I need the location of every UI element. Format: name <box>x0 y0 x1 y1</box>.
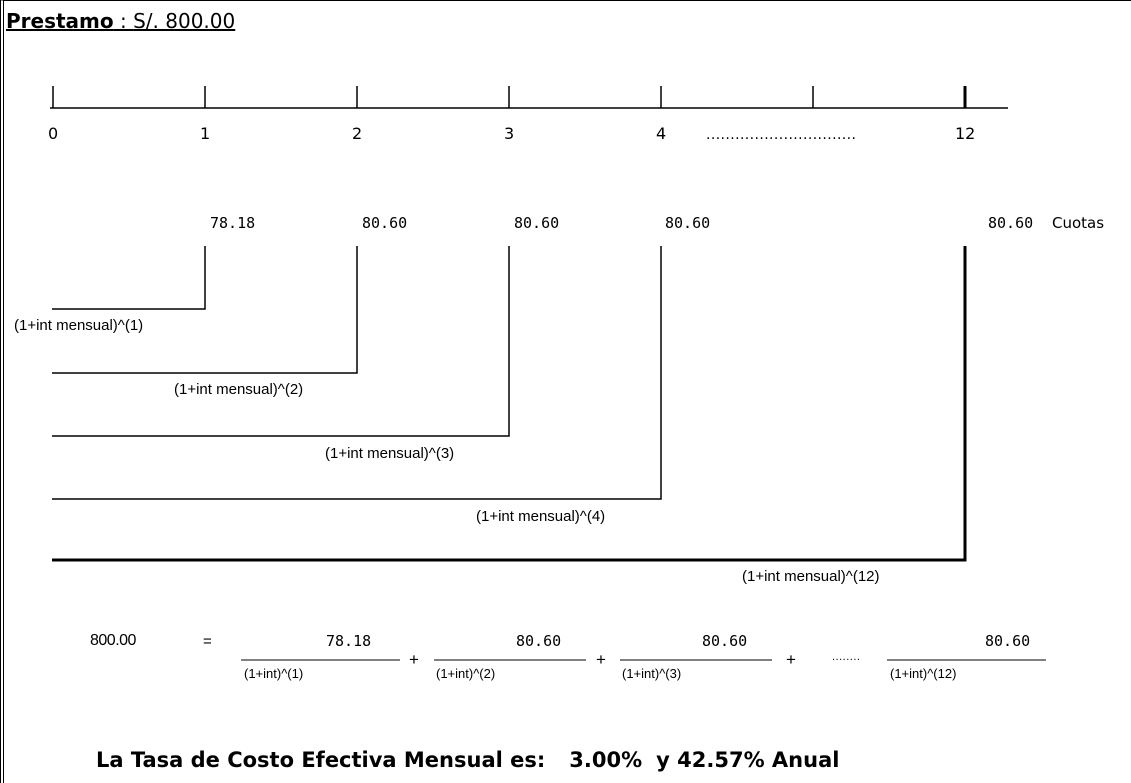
discount-label-1: (1+int mensual)^(1) <box>14 317 144 334</box>
discount-bracket-12 <box>52 246 967 562</box>
discount-bracket-2 <box>52 246 358 374</box>
term-3-numerator: 80.60 <box>702 632 748 650</box>
cuotas-label: Cuotas <box>1052 214 1105 232</box>
period-label-3: 3 <box>504 124 515 143</box>
period-label-2: 2 <box>352 124 363 143</box>
period-label-0: 0 <box>48 124 59 143</box>
conclusion-line: La Tasa de Costo Efectiva Mensual es: 3.0… <box>96 750 839 771</box>
term-2-denominator: (1+int)^(2) <box>436 666 496 681</box>
equation-lhs: 800.00 <box>90 632 136 649</box>
equation-equals: = <box>203 633 212 650</box>
discount-bracket-4 <box>52 246 662 500</box>
period-label-4: 4 <box>656 124 667 143</box>
discount-bracket-3 <box>52 246 510 437</box>
term-12-denominator: (1+int)^(12) <box>890 666 957 681</box>
annual-rate: y 42.57% Anual <box>656 748 840 772</box>
conclusion-label: La Tasa de Costo Efectiva Mensual es: <box>96 748 546 772</box>
discount-bracket-1 <box>52 246 206 310</box>
term-3-denominator: (1+int)^(3) <box>622 666 682 681</box>
plus-sign-1: + <box>409 650 419 669</box>
cuota-value-12: 80.60 <box>988 214 1034 232</box>
loan-title-separator: : <box>113 9 134 33</box>
monthly-rate: 3.00% <box>569 748 643 772</box>
discount-label-3: (1+int mensual)^(3) <box>325 445 455 462</box>
cuota-value-1: 78.18 <box>210 214 256 232</box>
term-2-numerator: 80.60 <box>516 632 562 650</box>
equation-dots: ........ <box>832 651 861 663</box>
term-1-denominator: (1+int)^(1) <box>244 666 304 681</box>
period-label-1: 1 <box>200 124 211 143</box>
cuota-value-3: 80.60 <box>514 214 560 232</box>
discount-label-4: (1+int mensual)^(4) <box>476 508 606 525</box>
term-12-numerator: 80.60 <box>985 632 1031 650</box>
discount-label-2: (1+int mensual)^(2) <box>174 381 304 398</box>
timeline-ellipsis: ............................... <box>706 127 857 143</box>
period-label-12: 12 <box>955 124 976 143</box>
cuota-value-4: 80.60 <box>665 214 711 232</box>
loan-title-label: Prestamo <box>6 9 114 33</box>
cuota-value-2: 80.60 <box>362 214 408 232</box>
plus-sign-3: + <box>786 650 796 669</box>
plus-sign-2: + <box>596 650 606 669</box>
loan-title: Prestamo : S/. 800.00 <box>6 11 235 31</box>
term-1-numerator: 78.18 <box>326 632 372 650</box>
loan-amount: S/. 800.00 <box>133 9 236 33</box>
discount-label-12: (1+int mensual)^(12) <box>742 568 880 585</box>
